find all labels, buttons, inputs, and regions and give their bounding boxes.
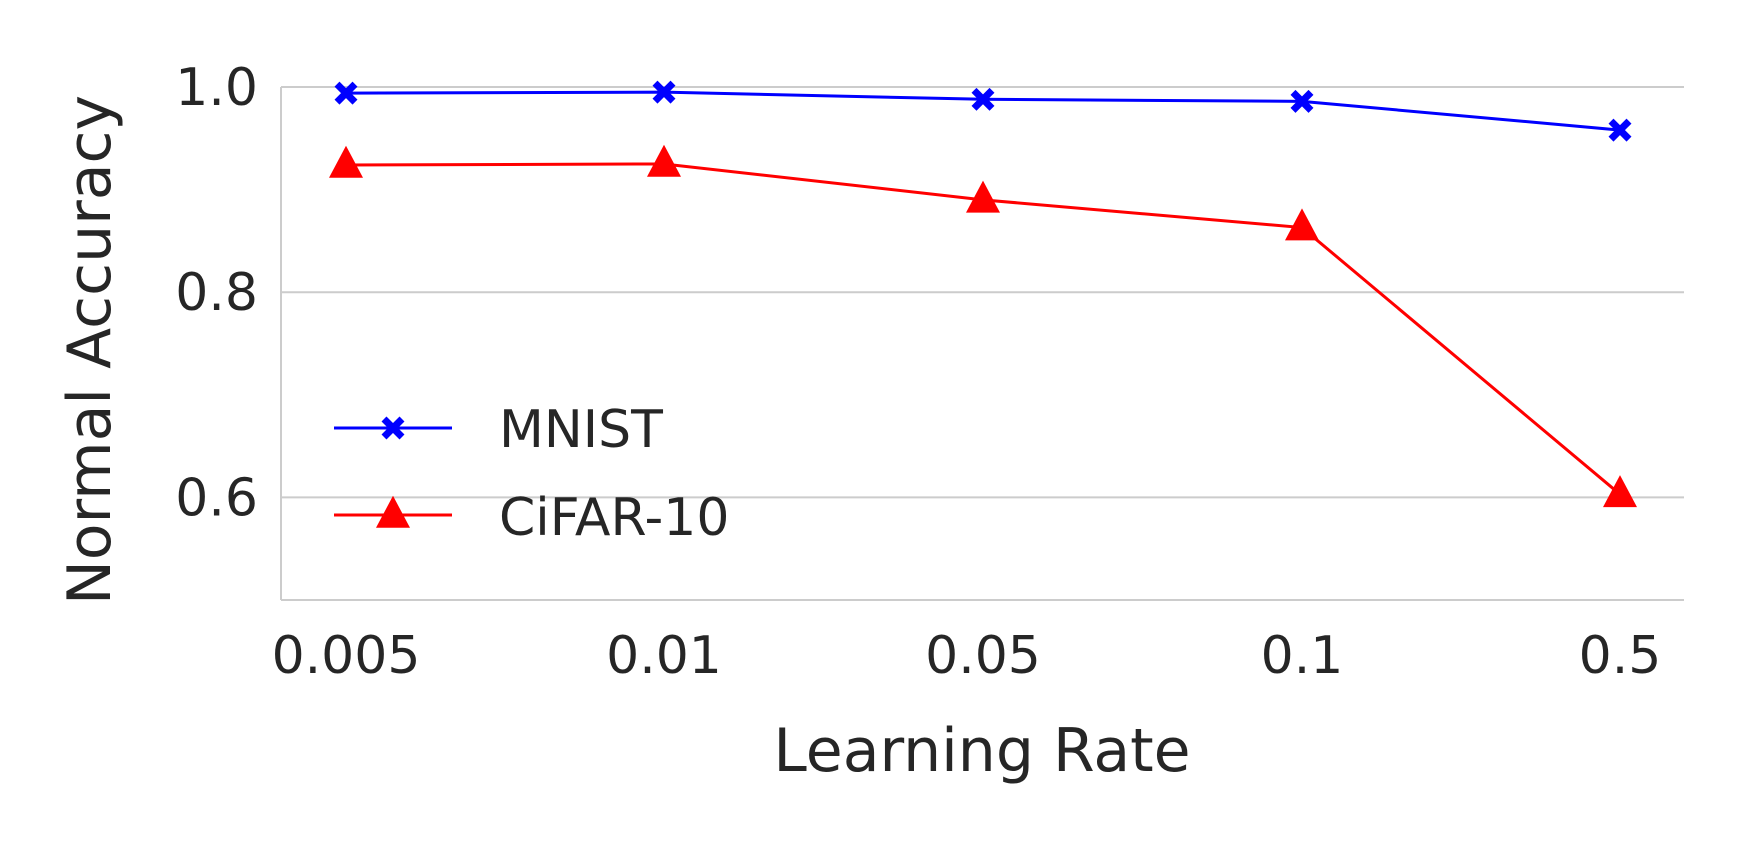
legend-label-cifar10: CiFAR-10: [499, 488, 729, 548]
y-tick-labels: 0.6 0.8 1.0: [175, 58, 258, 528]
legend-marker: [381, 416, 405, 440]
series-0: [334, 80, 1632, 142]
x-tick-label: 0.5: [1579, 626, 1662, 686]
grid-lines: [281, 86, 1684, 499]
data-point: [334, 81, 358, 105]
data-point: [652, 80, 676, 104]
legend-item-cifar10: CiFAR-10: [334, 488, 729, 548]
legend-marker: [376, 495, 410, 528]
x-tick-label: 0.01: [606, 626, 722, 686]
data-point: [971, 87, 995, 111]
data-point: [1285, 208, 1319, 241]
legend: MNIST CiFAR-10: [334, 400, 729, 548]
x-tick-label: 0.05: [925, 626, 1041, 686]
legend-marker-cifar10: [376, 495, 410, 528]
y-tick-label: 1.0: [175, 58, 258, 118]
y-axis-title: Normal Accuracy: [55, 95, 125, 605]
legend-marker-mnist: [381, 416, 405, 440]
data-point: [1603, 475, 1637, 508]
legend-label-mnist: MNIST: [499, 400, 663, 460]
axes: [280, 87, 1684, 601]
data-point: [1290, 89, 1314, 113]
x-axis-title: Learning Rate: [773, 716, 1190, 786]
y-tick-label: 0.8: [175, 263, 258, 323]
legend-item-mnist: MNIST: [334, 400, 663, 460]
data-point: [1608, 118, 1632, 142]
x-tick-label: 0.005: [272, 626, 421, 686]
y-tick-label: 0.6: [175, 468, 258, 528]
x-tick-labels: 0.005 0.01 0.05 0.1 0.5: [272, 626, 1662, 686]
series: [329, 80, 1637, 508]
data-point: [966, 180, 1000, 213]
data-point: [329, 145, 363, 178]
series-1: [329, 144, 1637, 508]
x-tick-label: 0.1: [1261, 626, 1344, 686]
data-point: [647, 144, 681, 177]
